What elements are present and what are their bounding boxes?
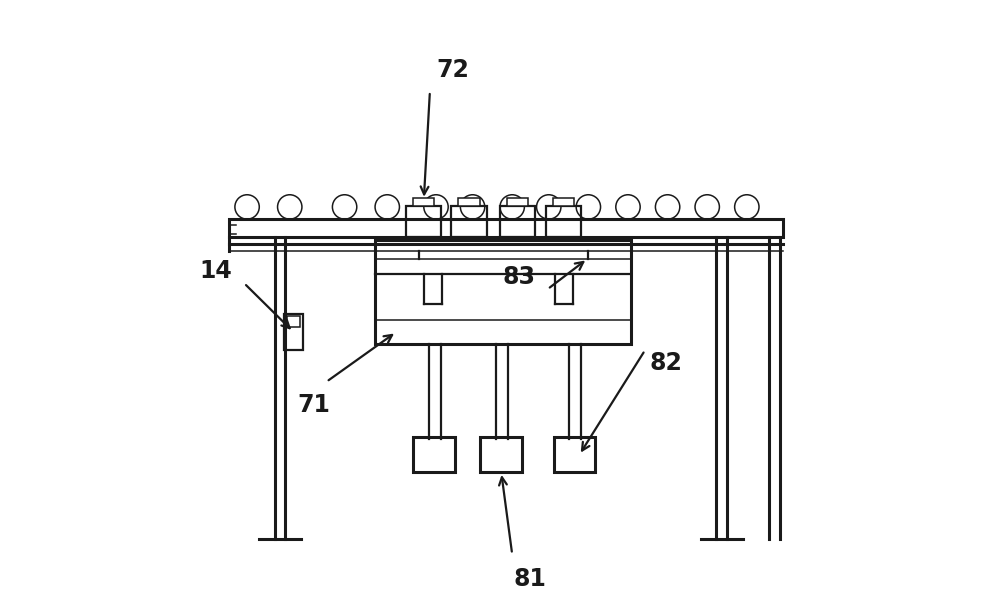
- Bar: [284, 314, 303, 350]
- Text: 71: 71: [298, 393, 331, 417]
- Bar: [554, 437, 595, 472]
- Bar: [287, 316, 300, 327]
- Bar: [507, 199, 528, 206]
- Bar: [458, 199, 480, 206]
- Bar: [413, 437, 455, 472]
- Bar: [229, 219, 783, 237]
- Bar: [546, 206, 581, 237]
- Bar: [413, 199, 434, 206]
- Bar: [553, 199, 574, 206]
- Text: 72: 72: [436, 58, 469, 82]
- Bar: [451, 206, 487, 237]
- Bar: [406, 206, 441, 237]
- Bar: [480, 437, 522, 472]
- Bar: [500, 206, 535, 237]
- Text: 14: 14: [199, 259, 232, 283]
- Text: 82: 82: [649, 351, 682, 375]
- Text: 81: 81: [513, 566, 546, 590]
- Text: 83: 83: [502, 265, 535, 289]
- Bar: [375, 240, 631, 344]
